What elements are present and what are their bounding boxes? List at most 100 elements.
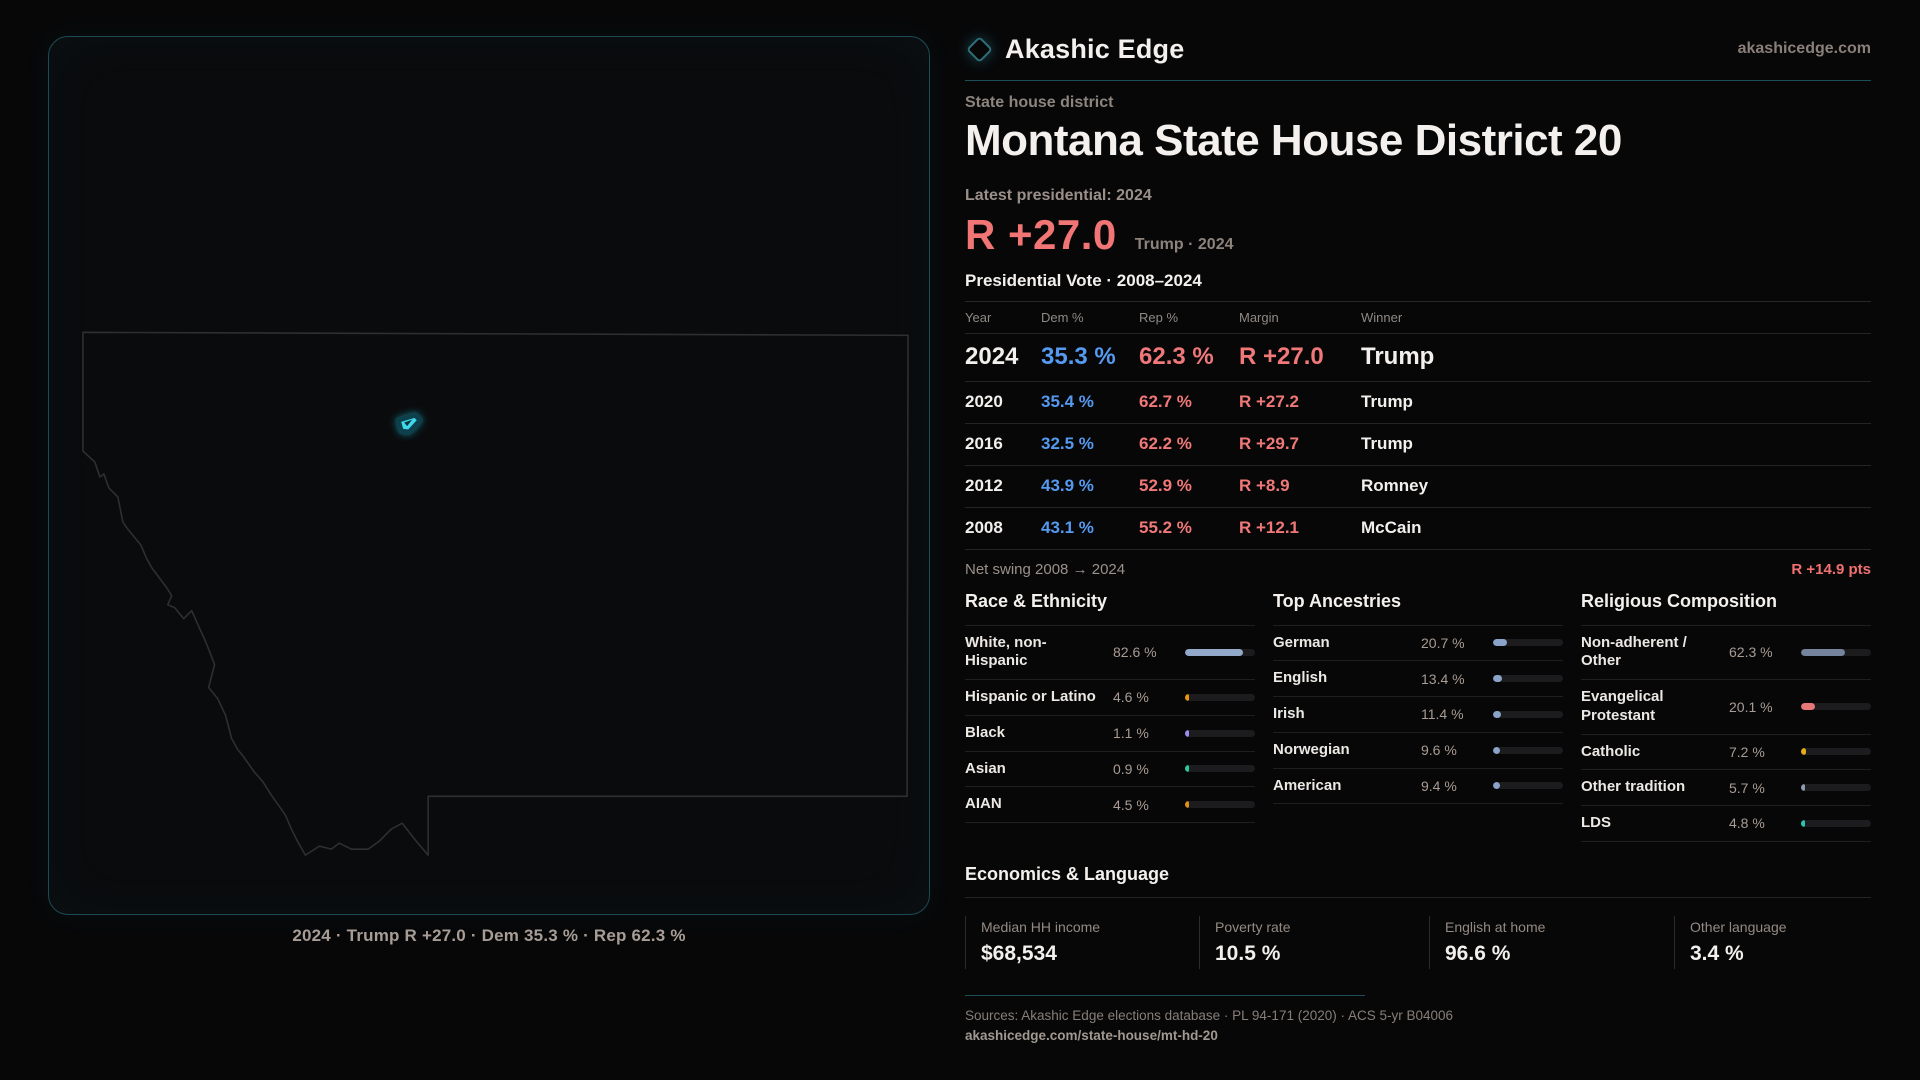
stat-bar: [1801, 648, 1871, 656]
stat-bar: [1493, 639, 1563, 647]
table-row: 2012 43.9 % 52.9 % R +8.9 Romney: [965, 466, 1871, 508]
stat-bar: [1801, 819, 1871, 827]
top-ancestries-column: Top Ancestries German 20.7 % English 13.…: [1273, 591, 1563, 842]
cell-margin: R +27.2: [1239, 392, 1300, 412]
list-item: Catholic 7.2 %: [1581, 735, 1871, 771]
section-title: Top Ancestries: [1273, 590, 1402, 611]
list-item: Non-adherent / Other 62.3 %: [1581, 626, 1871, 681]
cell-dem: 43.9 %: [1041, 476, 1094, 496]
headline-margin-value: R +27.0: [965, 210, 1117, 258]
cell-margin: R +27.0: [1239, 343, 1324, 371]
permalink[interactable]: akashicedge.com/state-house/mt-hd-20: [965, 1027, 1218, 1043]
cell-rep: 62.3 %: [1139, 343, 1214, 371]
stat-bar: [1185, 693, 1255, 701]
kicker-label: State house district: [965, 94, 1114, 111]
stat-median-hh-income: Median HH income $68,534: [965, 915, 1199, 969]
table-header-row: Year Dem % Rep % Margin Winner: [965, 302, 1871, 334]
net-swing-value: R +14.9 pts: [1791, 560, 1871, 578]
religious-composition-column: Religious Composition Non-adherent / Oth…: [1581, 591, 1871, 842]
cell-rep: 55.2 %: [1139, 518, 1192, 538]
stat-bar: [1185, 648, 1255, 656]
stat-bar: [1185, 765, 1255, 773]
list-item: Asian 0.9 %: [965, 752, 1255, 788]
col-dem: Dem %: [1041, 309, 1084, 325]
cell-margin: R +29.7: [1239, 434, 1300, 454]
cell-margin: R +8.9: [1239, 476, 1290, 496]
list-item: Other tradition 5.7 %: [1581, 770, 1871, 807]
section-title: Religious Composition: [1581, 590, 1777, 611]
list-item: American 9.4 %: [1273, 769, 1563, 805]
cell-winner: Trump: [1361, 434, 1413, 454]
cell-winner: McCain: [1361, 518, 1422, 538]
net-swing-row: Net swing 2008 → 2024 R +14.9 pts: [965, 550, 1871, 587]
footer: Sources: Akashic Edge elections database…: [965, 994, 1871, 1045]
headline-margin-row: R +27.0 Trump · 2024: [965, 211, 1871, 259]
footer-divider: [965, 994, 1365, 996]
list-item: Black 1.1 %: [965, 716, 1255, 752]
race-ethnicity-column: Race & Ethnicity White, non-Hispanic 82.…: [965, 591, 1255, 842]
stat-poverty-rate: Poverty rate 10.5 %: [1199, 915, 1429, 969]
cell-winner: Romney: [1361, 476, 1429, 496]
section-title: Race & Ethnicity: [965, 590, 1108, 611]
cell-winner: Trump: [1361, 392, 1413, 412]
stat-bar: [1493, 710, 1563, 718]
presidential-vote-table: Year Dem % Rep % Margin Winner 2024 35.3…: [965, 300, 1871, 550]
montana-outline: [82, 331, 909, 856]
map-caption: 2024 · Trump R +27.0 · Dem 35.3 % · Rep …: [292, 926, 686, 945]
cell-year: 2012: [965, 476, 1003, 496]
cell-rep: 62.2 %: [1139, 434, 1192, 454]
list-item: LDS 4.8 %: [1581, 806, 1871, 842]
cell-rep: 62.7 %: [1139, 392, 1192, 412]
col-rep: Rep %: [1139, 309, 1179, 325]
montana-map-panel: [48, 36, 930, 915]
list-item: Hispanic or Latino 4.6 %: [965, 680, 1255, 716]
list-item: White, non-Hispanic 82.6 %: [965, 626, 1255, 681]
economics-section: Economics & Language Median HH income $6…: [965, 864, 1871, 969]
headline-margin-context: Trump · 2024: [1134, 235, 1234, 253]
stat-bar: [1185, 801, 1255, 809]
cell-winner: Trump: [1361, 343, 1435, 371]
list-item: Irish 11.4 %: [1273, 697, 1563, 733]
page-title: Montana State House District 20: [965, 116, 1622, 165]
table-row: 2020 35.4 % 62.7 % R +27.2 Trump: [965, 382, 1871, 424]
stat-bar: [1801, 703, 1871, 711]
cell-dem: 35.3 %: [1041, 343, 1116, 371]
list-item: Norwegian 9.6 %: [1273, 733, 1563, 769]
stat-bar: [1801, 784, 1871, 792]
demographics-grid: Race & Ethnicity White, non-Hispanic 82.…: [965, 591, 1871, 842]
brand-website-link[interactable]: akashicedge.com: [1737, 40, 1871, 57]
section-title: Economics & Language: [965, 864, 1871, 898]
brand-name: Akashic Edge: [1005, 33, 1185, 64]
sources-text: Sources: Akashic Edge elections database…: [965, 1007, 1454, 1023]
stat-english-at-home: English at home 96.6 %: [1429, 915, 1674, 969]
list-item: German 20.7 %: [1273, 626, 1563, 662]
list-item: AIAN 4.5 %: [965, 787, 1255, 824]
cell-year: 2024: [965, 343, 1019, 371]
district-20-highlight: [395, 412, 423, 435]
cell-margin: R +12.1: [1239, 518, 1300, 538]
cell-dem: 35.4 %: [1041, 392, 1094, 412]
col-year: Year: [965, 309, 992, 325]
stat-other-language: Other language 3.4 %: [1674, 915, 1871, 969]
cell-year: 2016: [965, 434, 1003, 454]
list-item: English 13.4 %: [1273, 661, 1563, 698]
diamond-icon: [966, 35, 993, 63]
cell-dem: 43.1 %: [1041, 518, 1094, 538]
stat-bar: [1493, 746, 1563, 754]
pres-table-title: Presidential Vote · 2008–2024: [965, 270, 1202, 290]
col-winner: Winner: [1361, 309, 1403, 325]
district-20-inner-notch: [404, 419, 413, 427]
table-row: 2008 43.1 % 55.2 % R +12.1 McCain: [965, 508, 1871, 550]
montana-map-svg: [82, 331, 909, 856]
cell-dem: 32.5 %: [1041, 434, 1094, 454]
cell-year: 2008: [965, 518, 1003, 538]
latest-presidential-label: Latest presidential: 2024: [965, 186, 1152, 204]
cell-rep: 52.9 %: [1139, 476, 1192, 496]
col-margin: Margin: [1239, 309, 1279, 325]
stat-bar: [1493, 782, 1563, 790]
net-swing-label: Net swing 2008 → 2024: [965, 560, 1126, 578]
table-row: 2016 32.5 % 62.2 % R +29.7 Trump: [965, 424, 1871, 466]
brand-header: Akashic Edge akashicedge.com: [965, 26, 1871, 72]
district-report-panel: Akashic Edge akashicedge.com State house…: [965, 26, 1871, 1045]
cell-year: 2020: [965, 392, 1003, 412]
